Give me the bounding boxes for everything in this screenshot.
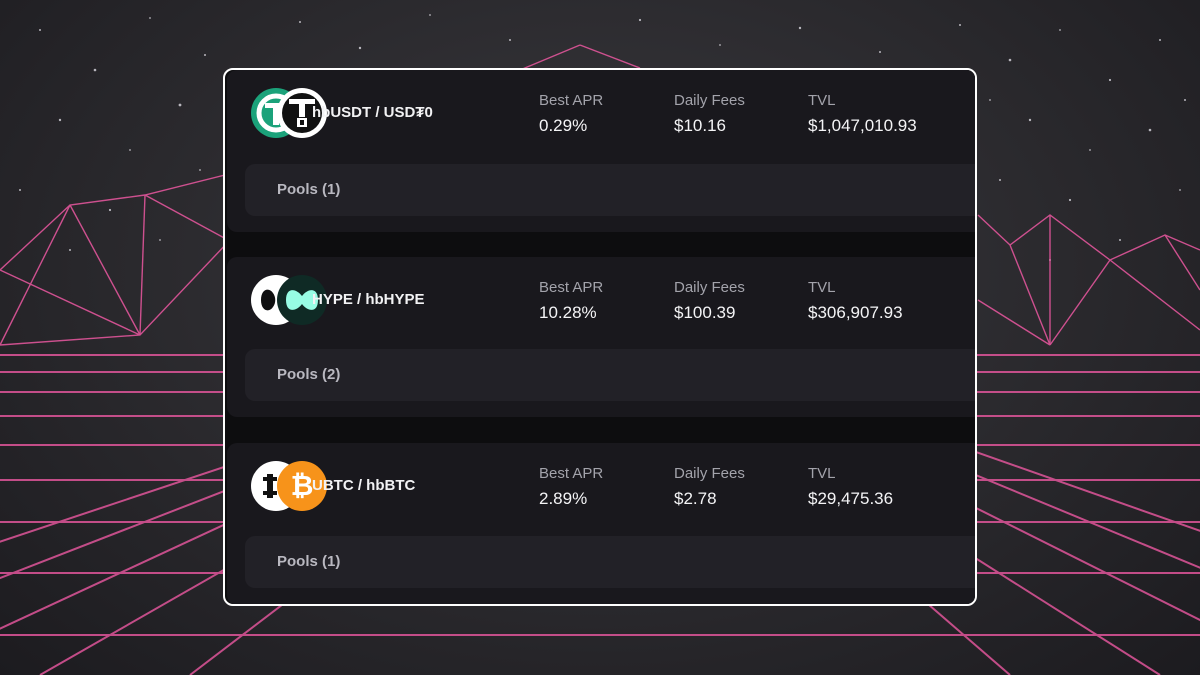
hype-teal-icon bbox=[277, 275, 327, 325]
tvl: TVL $1,047,010.93 bbox=[808, 92, 917, 136]
bitcoin-icon: ₿ bbox=[277, 461, 327, 511]
pair-card[interactable]: hbUSDT / USD₮0 Best APR 0.29% Daily Fees… bbox=[227, 70, 975, 232]
tvl-label: TVL bbox=[808, 465, 836, 482]
best-apr: Best APR 2.89% bbox=[539, 465, 603, 509]
mountains-right bbox=[977, 214, 1200, 346]
daily-fees: Daily Fees $10.16 bbox=[674, 92, 745, 136]
daily-fees-label: Daily Fees bbox=[674, 465, 745, 482]
daily-fees-value: $2.78 bbox=[674, 489, 717, 508]
tvl-label: TVL bbox=[808, 92, 836, 109]
pools-toggle[interactable]: Pools (2) bbox=[245, 349, 975, 401]
usdt0-icon bbox=[277, 88, 327, 138]
best-apr: Best APR 0.29% bbox=[539, 92, 603, 136]
pools-label: Pools (1) bbox=[277, 181, 341, 198]
pair-name: HYPE / hbHYPE bbox=[312, 291, 425, 308]
best-apr-value: 2.89% bbox=[539, 489, 588, 508]
daily-fees-value: $100.39 bbox=[674, 303, 736, 322]
tvl: TVL $29,475.36 bbox=[808, 465, 893, 509]
tvl-value: $306,907.93 bbox=[808, 303, 903, 322]
best-apr-label: Best APR bbox=[539, 465, 604, 482]
pools-toggle[interactable]: Pools (1) bbox=[245, 536, 975, 588]
tvl: TVL $306,907.93 bbox=[808, 279, 903, 323]
tvl-label: TVL bbox=[808, 279, 836, 296]
pairs-panel: hbUSDT / USD₮0 Best APR 0.29% Daily Fees… bbox=[223, 68, 977, 606]
pair-card[interactable]: ₿ UBTC / hbBTC Best APR 2.89% Daily Fees… bbox=[227, 443, 975, 604]
pair-name: UBTC / hbBTC bbox=[312, 477, 416, 494]
daily-fees-value: $10.16 bbox=[674, 116, 726, 135]
best-apr: Best APR 10.28% bbox=[539, 279, 603, 323]
best-apr-value: 10.28% bbox=[539, 303, 597, 322]
daily-fees: Daily Fees $100.39 bbox=[674, 279, 745, 323]
pair-card[interactable]: HYPE / hbHYPE Best APR 10.28% Daily Fees… bbox=[227, 257, 975, 417]
pools-label: Pools (1) bbox=[277, 553, 341, 570]
daily-fees: Daily Fees $2.78 bbox=[674, 465, 745, 509]
pair-name: hbUSDT / USD₮0 bbox=[312, 104, 433, 121]
best-apr-value: 0.29% bbox=[539, 116, 588, 135]
best-apr-label: Best APR bbox=[539, 92, 604, 109]
tvl-value: $1,047,010.93 bbox=[808, 116, 917, 135]
pools-toggle[interactable]: Pools (1) bbox=[245, 164, 975, 216]
tvl-value: $29,475.36 bbox=[808, 489, 894, 508]
svg-text:₿: ₿ bbox=[291, 469, 314, 502]
pools-label: Pools (2) bbox=[277, 366, 341, 383]
best-apr-label: Best APR bbox=[539, 279, 604, 296]
daily-fees-label: Daily Fees bbox=[674, 92, 745, 109]
daily-fees-label: Daily Fees bbox=[674, 279, 745, 296]
